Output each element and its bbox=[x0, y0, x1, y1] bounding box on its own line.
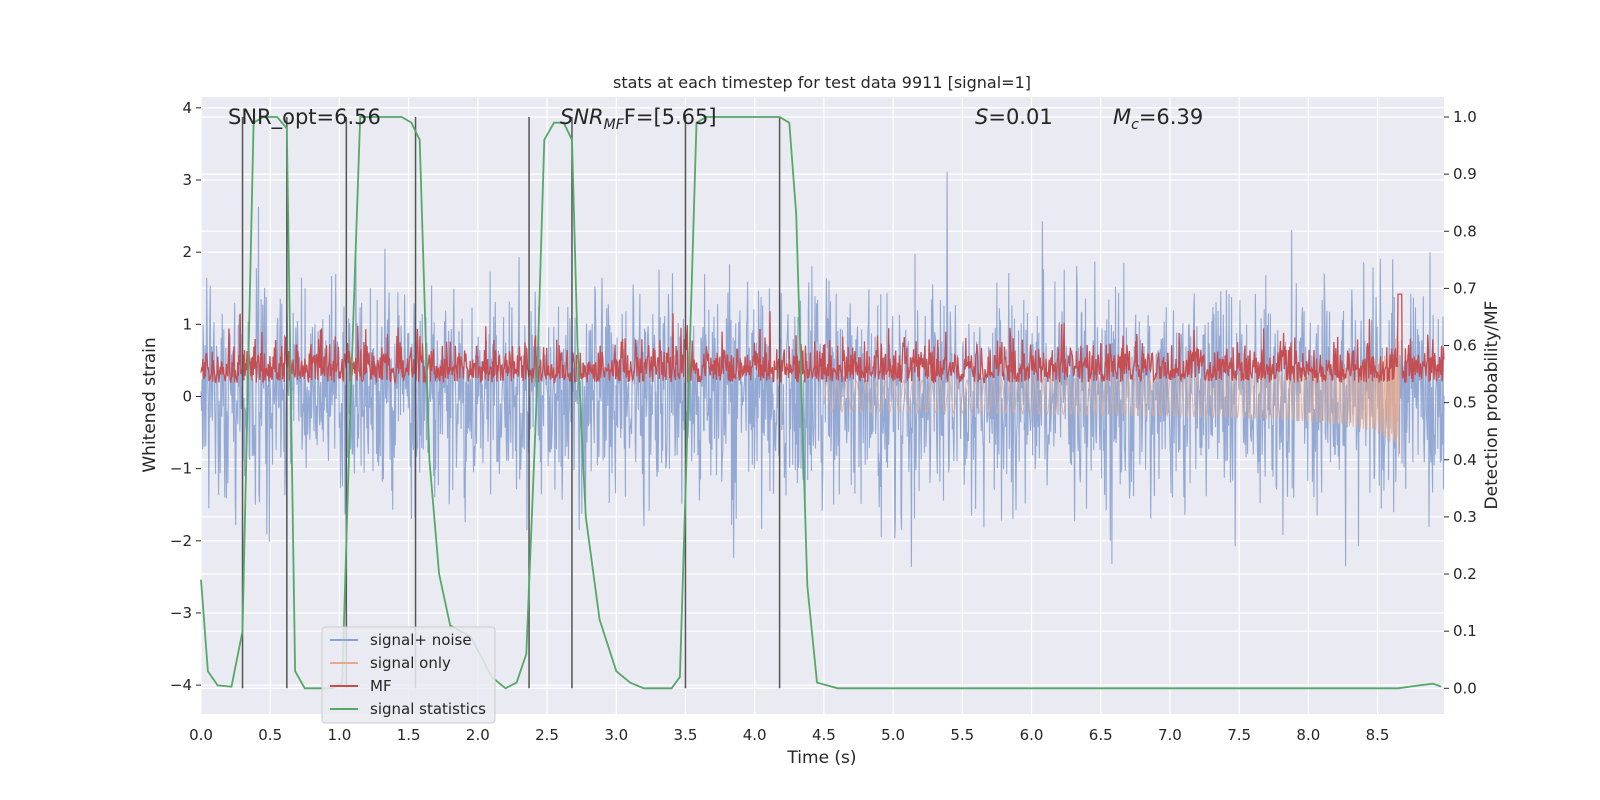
y2-tick-labels: 0.0 0.1 0.2 0.3 0.4 0.5 0.6 0.7 0.8 0.9 1.0 bbox=[1444, 108, 1477, 697]
y2-tick-label: 0.0 bbox=[1453, 679, 1477, 697]
chart-title: stats at each timestep for test data 991… bbox=[613, 73, 1031, 92]
x-tick-label: 7.0 bbox=[1158, 726, 1182, 744]
y2-tick-label: 0.1 bbox=[1453, 622, 1477, 640]
y-axis-label: Whitened strain bbox=[140, 337, 160, 472]
x-axis-label: Time (s) bbox=[786, 748, 856, 768]
legend-label: signal only bbox=[370, 654, 451, 672]
mf-series bbox=[200, 293, 1445, 386]
legend-box bbox=[321, 626, 496, 724]
x-tick-label: 7.5 bbox=[1227, 726, 1251, 744]
y2-tick-label: 0.6 bbox=[1453, 337, 1477, 355]
annotation-s: S=0.01 bbox=[975, 105, 1053, 129]
x-tick-labels: 0.0 0.5 1.0 1.5 2.0 2.5 3.0 3.5 4.0 4.5 5.0 5.5 6.0 6… bbox=[189, 726, 1389, 744]
legend: signal+ noise signal only MF signal statist… bbox=[321, 626, 496, 724]
y-tick-label: −3 bbox=[170, 604, 192, 622]
legend-label: signal statistics bbox=[370, 700, 486, 718]
mc-value: =6.39 bbox=[1139, 105, 1203, 129]
x-tick-label: 1.0 bbox=[327, 726, 351, 744]
snr-mf-base: SNR bbox=[560, 105, 604, 129]
signal-noise-line bbox=[200, 171, 1445, 567]
y2-tick-label: 1.0 bbox=[1453, 108, 1477, 126]
mf-line bbox=[200, 293, 1445, 386]
x-tick-label: 8.5 bbox=[1366, 726, 1390, 744]
annotation-mc: Mc=6.39 bbox=[1113, 105, 1203, 133]
x-tick-label: 0.0 bbox=[189, 726, 213, 744]
y-tick-label: 1 bbox=[182, 315, 192, 333]
y2-tick-label: 0.4 bbox=[1453, 451, 1477, 469]
x-tick-label: 1.5 bbox=[397, 726, 421, 744]
y2-tick-label: 0.8 bbox=[1453, 222, 1477, 240]
x-tick-label: 4.5 bbox=[812, 726, 836, 744]
x-tick-label: 6.0 bbox=[1020, 726, 1044, 744]
signal-only-series bbox=[823, 335, 1400, 457]
x-tick-label: 3.5 bbox=[674, 726, 698, 744]
y2-tick-label: 0.3 bbox=[1453, 508, 1477, 526]
x-tick-label: 0.5 bbox=[258, 726, 282, 744]
mc-base: M bbox=[1113, 105, 1131, 129]
signal-only-line bbox=[823, 335, 1400, 457]
plot-background bbox=[201, 97, 1444, 714]
x-tick-label: 2.0 bbox=[466, 726, 490, 744]
x-tick-label: 3.0 bbox=[604, 726, 628, 744]
y-tick-labels: −4 −3 −2 −1 0 1 2 3 4 bbox=[170, 99, 201, 694]
legend-label: signal+ noise bbox=[370, 631, 472, 649]
mc-sub: c bbox=[1131, 117, 1139, 133]
y-tick-label: −2 bbox=[170, 532, 192, 550]
signal-statistics-series bbox=[200, 116, 1442, 690]
y2-tick-label: 0.2 bbox=[1453, 565, 1477, 583]
annotation-snr-opt: SNR_opt=6.56 bbox=[228, 105, 381, 130]
y2-tick-label: 0.7 bbox=[1453, 279, 1477, 297]
y-tick-label: 2 bbox=[182, 243, 192, 261]
x-tick-label: 5.0 bbox=[881, 726, 905, 744]
s-base: S bbox=[975, 105, 988, 129]
legend-label: MF bbox=[370, 677, 392, 695]
s-value: =0.01 bbox=[988, 105, 1052, 129]
signal-statistics-line bbox=[200, 116, 1442, 690]
y-tick-label: −4 bbox=[170, 676, 192, 694]
y-tick-label: 4 bbox=[182, 99, 192, 117]
x-tick-label: 8.0 bbox=[1296, 726, 1320, 744]
y-tick-label: 0 bbox=[182, 387, 192, 405]
x-tick-label: 6.5 bbox=[1089, 726, 1113, 744]
y2-axis-label: Detection probability/MF bbox=[1482, 301, 1502, 510]
x-tick-label: 5.5 bbox=[950, 726, 974, 744]
x-tick-label: 2.5 bbox=[535, 726, 559, 744]
x-tick-label: 4.0 bbox=[743, 726, 767, 744]
y-tick-label: −1 bbox=[170, 460, 192, 478]
annotation-snr-mf: SNRMFF=[5.65] bbox=[560, 105, 717, 133]
snr-mf-sub: MF bbox=[604, 117, 625, 133]
snr-mf-value: F=[5.65] bbox=[624, 105, 717, 129]
y2-tick-label: 0.9 bbox=[1453, 165, 1477, 183]
y2-tick-label: 0.5 bbox=[1453, 394, 1477, 412]
y-tick-label: 3 bbox=[182, 171, 192, 189]
signal-noise-series bbox=[200, 171, 1445, 567]
